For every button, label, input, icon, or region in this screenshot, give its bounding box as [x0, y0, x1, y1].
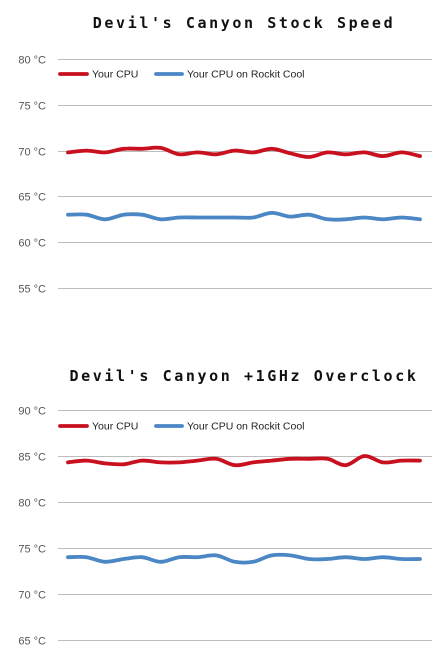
- y-tick-label: 75 °C: [18, 544, 46, 556]
- y-tick-label: 80 °C: [18, 55, 46, 67]
- y-tick-label: 80 °C: [18, 498, 46, 510]
- y-tick-label: 55 °C: [18, 284, 46, 296]
- chart-title: Devil's Canyon Stock Speed: [93, 14, 395, 32]
- chart-title: Devil's Canyon +1GHz Overclock: [70, 367, 419, 385]
- legend-label: Your CPU on Rockit Cool: [187, 421, 305, 433]
- y-tick-label: 85 °C: [18, 452, 46, 464]
- chart-stock-speed: Devil's Canyon Stock Speed 55 °C 60 °C 65 …: [18, 14, 432, 296]
- y-tick-label: 65 °C: [18, 192, 46, 204]
- series-line-your-cpu: [66, 454, 422, 468]
- legend-label: Your CPU: [92, 69, 138, 81]
- legend-label: Your CPU: [92, 421, 138, 433]
- y-tick-label: 75 °C: [18, 101, 46, 113]
- y-tick-label: 70 °C: [18, 147, 46, 159]
- chart-overclock: Devil's Canyon +1GHz Overclock 65 °C 70 °…: [18, 367, 432, 648]
- y-tick-label: 60 °C: [18, 238, 46, 250]
- series-line-your-cpu: [66, 145, 422, 159]
- y-tick-label: 70 °C: [18, 590, 46, 602]
- series-line-rockit-cool: [66, 211, 422, 222]
- legend-label: Your CPU on Rockit Cool: [187, 69, 305, 81]
- y-tick-label: 65 °C: [18, 636, 46, 648]
- series-line-rockit-cool: [66, 552, 422, 565]
- y-tick-label: 90 °C: [18, 406, 46, 418]
